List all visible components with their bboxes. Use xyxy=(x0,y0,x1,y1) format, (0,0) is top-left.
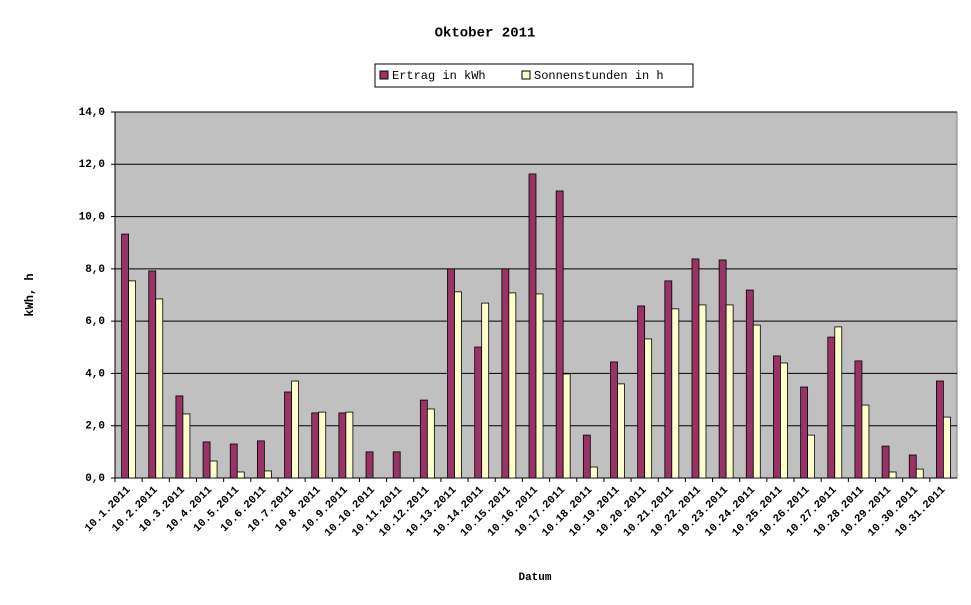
bar xyxy=(807,434,816,479)
bar xyxy=(617,383,625,479)
bar xyxy=(338,412,347,479)
bar xyxy=(888,471,897,479)
bar xyxy=(671,308,680,479)
bar xyxy=(555,190,564,479)
bar xyxy=(745,289,754,479)
bar xyxy=(318,411,327,479)
bar xyxy=(365,451,374,479)
bar xyxy=(148,270,157,479)
bar xyxy=(698,304,707,479)
y-tick-label: 10,0 xyxy=(79,211,105,223)
y-tick-label: 0,0 xyxy=(85,473,105,485)
bar xyxy=(155,298,164,479)
bar xyxy=(528,173,537,479)
bar xyxy=(908,454,917,479)
bar xyxy=(610,361,618,479)
bar xyxy=(175,395,184,479)
bar xyxy=(773,355,781,479)
bar xyxy=(236,471,245,479)
bar xyxy=(454,291,462,479)
bar xyxy=(229,443,238,479)
bar xyxy=(121,233,129,479)
bar xyxy=(128,280,136,479)
legend-label: Sonnenstunden in h xyxy=(534,69,664,83)
bar xyxy=(256,440,265,479)
y-tick-label: 8,0 xyxy=(85,264,105,276)
bar xyxy=(311,412,320,479)
y-tick-label: 12,0 xyxy=(79,159,105,171)
y-tick-label: 2,0 xyxy=(85,421,105,433)
bar xyxy=(936,380,944,479)
bar xyxy=(535,293,544,479)
y-tick-label: 14,0 xyxy=(79,107,105,119)
bar xyxy=(284,391,292,479)
x-axis-label: Datum xyxy=(518,572,551,584)
chart-title: Oktober 2011 xyxy=(435,26,536,42)
legend-label: Ertrag in kWh xyxy=(392,69,486,83)
bar xyxy=(718,259,727,479)
bar xyxy=(915,468,924,479)
bar xyxy=(481,302,490,479)
bar xyxy=(447,268,455,479)
bar xyxy=(780,362,788,479)
bar xyxy=(426,408,435,479)
bar xyxy=(827,336,836,479)
bar xyxy=(800,386,809,479)
bar xyxy=(691,258,700,479)
bar xyxy=(345,411,354,479)
bar xyxy=(752,324,761,479)
y-tick-label: 6,0 xyxy=(85,316,105,328)
bar xyxy=(589,466,598,479)
bar xyxy=(664,280,673,479)
bar xyxy=(474,346,483,479)
bar xyxy=(854,360,863,479)
bar xyxy=(637,305,646,479)
y-tick-label: 4,0 xyxy=(85,368,105,380)
bar xyxy=(419,399,428,479)
bar xyxy=(881,445,890,479)
bar xyxy=(582,434,591,479)
bar xyxy=(562,373,571,479)
bar xyxy=(943,416,951,479)
bar xyxy=(861,404,870,479)
bar xyxy=(392,451,401,479)
legend-swatch xyxy=(521,70,531,80)
bar xyxy=(725,304,734,479)
y-axis-label: kWh, h xyxy=(23,273,37,316)
bar xyxy=(182,413,191,479)
legend xyxy=(374,63,694,88)
bar xyxy=(508,292,517,479)
bar xyxy=(834,326,843,479)
bar xyxy=(644,338,653,479)
legend-swatch xyxy=(379,70,389,80)
bar xyxy=(263,470,272,479)
bar xyxy=(209,460,218,479)
bar xyxy=(202,441,211,479)
bar xyxy=(501,268,510,479)
bar xyxy=(291,380,299,479)
